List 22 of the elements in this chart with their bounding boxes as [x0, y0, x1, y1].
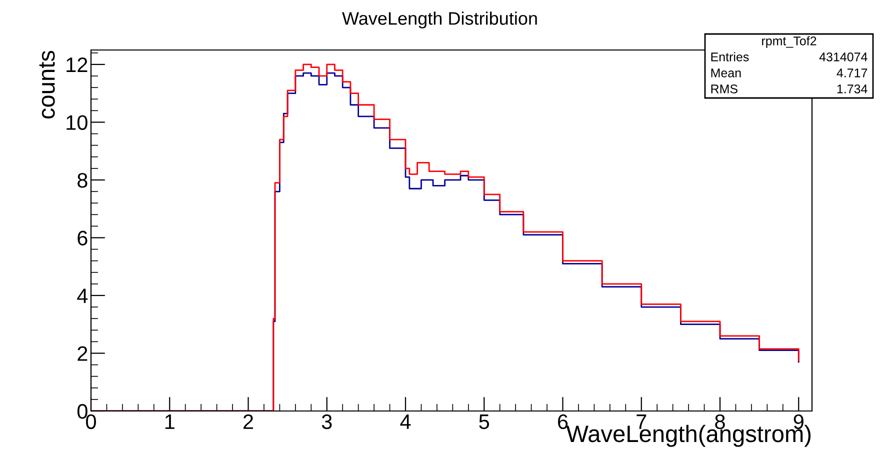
- y-axis-title: counts: [39, 50, 55, 119]
- y-tick-label: 10: [66, 115, 88, 130]
- annotation: RMS: [711, 84, 738, 94]
- x-tick-label: 6: [558, 414, 568, 430]
- text: rpmt_Tof2: [762, 36, 816, 48]
- y-tick-label: 12: [66, 57, 88, 72]
- y-tick-label: 6: [78, 230, 88, 246]
- text: 4.717: [836, 68, 868, 78]
- text: 1.734: [837, 84, 868, 94]
- annotation: Entries: [711, 52, 749, 62]
- y-tick-label: 0: [77, 404, 88, 419]
- x-tick-label: 4: [400, 414, 411, 429]
- annotation: Mean: [711, 68, 741, 78]
- x-tick-label: 3: [322, 414, 332, 430]
- y-tick-label: 8: [78, 172, 88, 188]
- x-tick-label: 5: [479, 414, 490, 430]
- y-tick-label: 4: [77, 288, 88, 304]
- y-tick-label: 2: [78, 346, 88, 361]
- x-tick-label: 1: [165, 414, 174, 429]
- chart-title: WaveLength Distribution: [342, 12, 537, 28]
- text: 4314074: [819, 52, 868, 62]
- x-tick-label: 2: [244, 414, 253, 429]
